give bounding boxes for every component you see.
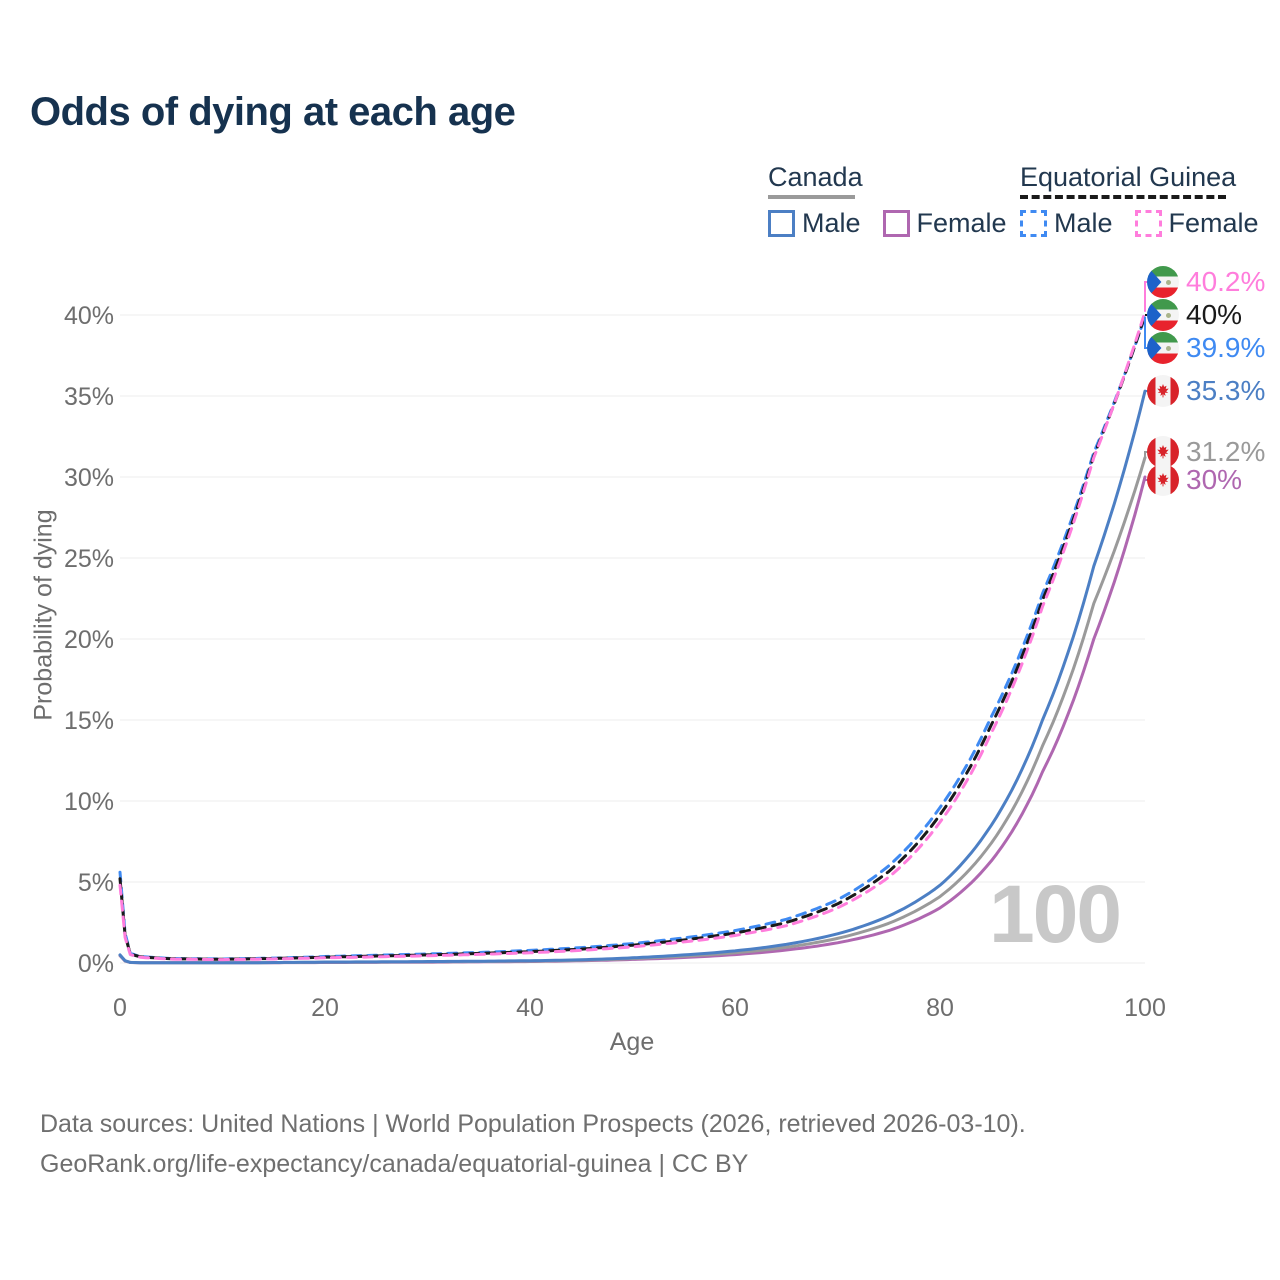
x-tick-label: 60: [721, 994, 749, 1022]
data-sources-text: Data sources: United Nations | World Pop…: [40, 1110, 1026, 1138]
y-tick-label: 40%: [64, 302, 114, 330]
canada-line-style-icon: [768, 195, 855, 200]
x-tick-label: 100: [1124, 994, 1166, 1022]
x-tick-label: 0: [113, 994, 127, 1022]
legend-country-canada[interactable]: Canada: [768, 162, 1007, 200]
attribution-text: GeoRank.org/life-expectancy/canada/equat…: [40, 1150, 749, 1178]
legend-country-equatorial-guinea[interactable]: Equatorial Guinea: [1020, 162, 1259, 200]
y-tick-label: 20%: [64, 626, 114, 654]
y-tick-label: 15%: [64, 707, 114, 735]
end-label-ca_male: 35.3%: [1147, 375, 1265, 407]
end-label-eg_both: 40%: [1147, 299, 1242, 331]
x-tick-label: 80: [926, 994, 954, 1022]
end-label-value: 35.3%: [1186, 375, 1266, 406]
equatorial-guinea-flag-icon: [1147, 266, 1179, 298]
y-tick-label: 35%: [64, 383, 114, 411]
canada-male-swatch-icon: [768, 210, 795, 238]
end-label-ca_female: 30%: [1147, 464, 1242, 496]
legend-item-label: Male: [802, 208, 861, 239]
hover-age-watermark: 100: [989, 869, 1122, 960]
flag-triangle: [1147, 332, 1162, 364]
canada-flag-icon: [1147, 436, 1179, 468]
flag-emblem: [1165, 346, 1171, 352]
maple-leaf-icon: [1157, 472, 1169, 487]
eg-female-swatch-icon: [1134, 210, 1162, 238]
y-tick-label: 25%: [64, 545, 114, 573]
legend-item-canada-female[interactable]: Female: [882, 208, 1007, 239]
end-label-eg_female: 40.2%: [1147, 266, 1265, 298]
legend-country-label: Canada: [768, 162, 863, 192]
canada-female-swatch-icon: [882, 210, 910, 238]
canada-flag-icon: [1147, 375, 1179, 407]
x-axis-title: Age: [609, 1028, 655, 1056]
legend-item-canada-male[interactable]: Male: [768, 208, 861, 239]
end-label-value: 40%: [1186, 299, 1243, 330]
maple-leaf-icon: [1157, 444, 1169, 459]
legend-country-label: Equatorial Guinea: [1020, 162, 1237, 192]
flag-triangle: [1147, 299, 1162, 331]
y-tick-label: 10%: [64, 788, 114, 816]
series-line-eg_female: [118, 310, 1147, 962]
maple-leaf-icon: [1157, 383, 1169, 398]
end-label-value: 40.2%: [1186, 266, 1266, 297]
end-label-value: 30%: [1186, 464, 1243, 495]
end-label-ca_both: 31.2%: [1147, 436, 1265, 468]
series-line-ca_male: [118, 389, 1147, 965]
eg-male-swatch-icon: [1020, 210, 1047, 238]
y-tick-label: 5%: [78, 869, 114, 897]
page-title: Odds of dying at each age: [30, 90, 516, 134]
end-label-value: 31.2%: [1186, 436, 1266, 467]
x-tick-label: 40: [516, 994, 544, 1022]
canada-flag-icon: [1147, 464, 1179, 496]
legend-item-eg-male[interactable]: Male: [1020, 208, 1113, 239]
legend-item-eg-female[interactable]: Female: [1134, 208, 1259, 239]
equatorial-guinea-flag-icon: [1147, 299, 1179, 331]
legend-item-label: Female: [916, 208, 1007, 239]
y-axis-title: Probability of dying: [29, 509, 58, 721]
x-tick-label: 20: [311, 994, 339, 1022]
legend-group-equatorial-guinea: Equatorial Guinea Male Female: [1020, 163, 1259, 239]
y-tick-label: 0%: [78, 950, 114, 978]
legend-item-label: Male: [1054, 208, 1113, 239]
flag-triangle: [1147, 266, 1162, 298]
flag-emblem: [1165, 280, 1171, 286]
end-label-value: 39.9%: [1186, 332, 1266, 363]
legend-item-label: Female: [1168, 208, 1259, 239]
series-line-eg_both: [118, 313, 1147, 961]
equatorial-guinea-line-style-icon: [1020, 195, 1226, 200]
y-tick-label: 30%: [64, 464, 114, 492]
flag-emblem: [1165, 313, 1171, 319]
legend-group-canada: Canada Male Female: [768, 163, 1007, 239]
end-label-eg_male: 39.9%: [1147, 332, 1265, 364]
equatorial-guinea-flag-icon: [1147, 332, 1179, 364]
